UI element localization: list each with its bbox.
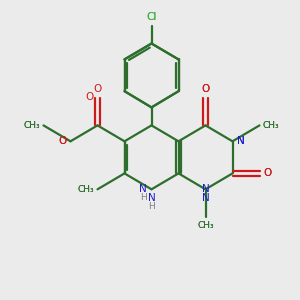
- Text: O: O: [93, 84, 102, 94]
- Text: CH₃: CH₃: [78, 185, 94, 194]
- Text: CH₃: CH₃: [262, 121, 279, 130]
- Text: Cl: Cl: [146, 12, 157, 22]
- Text: N: N: [148, 193, 155, 203]
- Text: O: O: [264, 168, 272, 178]
- Text: O: O: [201, 84, 210, 94]
- Text: CH₃: CH₃: [78, 185, 94, 194]
- Text: N: N: [139, 184, 147, 194]
- Text: H: H: [148, 202, 155, 211]
- Text: CH₃: CH₃: [24, 121, 40, 130]
- Text: O: O: [201, 84, 210, 94]
- Text: N: N: [202, 193, 209, 203]
- Text: N: N: [237, 136, 245, 146]
- Text: O: O: [58, 136, 66, 146]
- Text: O: O: [264, 168, 272, 178]
- Text: CH₃: CH₃: [197, 221, 214, 230]
- Text: O: O: [58, 136, 66, 146]
- Text: CH₃: CH₃: [197, 221, 214, 230]
- Text: H: H: [140, 193, 146, 202]
- Text: N: N: [202, 184, 209, 194]
- Text: O: O: [85, 92, 93, 103]
- Text: Cl: Cl: [146, 12, 157, 22]
- Text: N: N: [237, 136, 245, 146]
- Text: CH₃: CH₃: [262, 121, 279, 130]
- Text: CH₃: CH₃: [24, 121, 40, 130]
